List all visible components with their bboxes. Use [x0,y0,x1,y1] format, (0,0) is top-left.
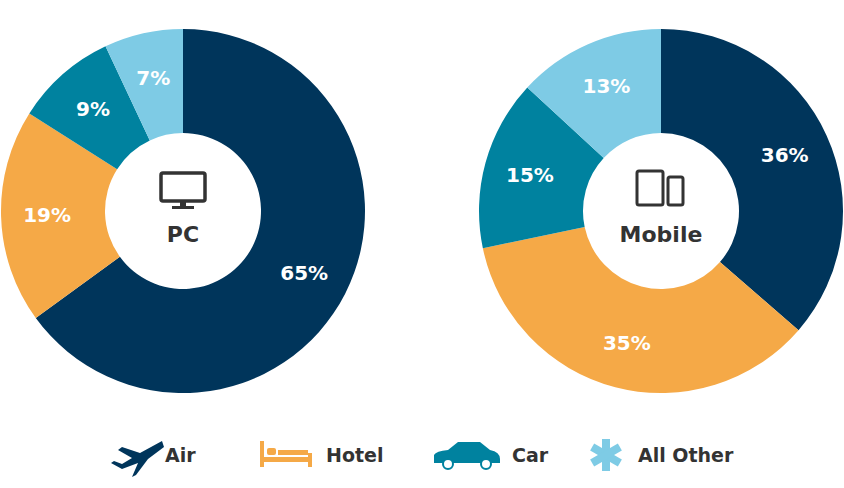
data-label: 15% [506,163,554,187]
legend-icon-asterisk [592,447,620,463]
donut-slice: All Other [527,29,661,158]
legend-icon-bed [267,448,276,455]
legend-item: Hotel [260,441,383,467]
donut-1: AirHotelCarAll Other [479,29,843,393]
donut-slice: Hotel [483,227,799,393]
legend-icon-bed [260,441,264,467]
chart-canvas: AirHotelCarAll Other65%19%9%7%PCAirHotel… [0,0,844,488]
data-label: 13% [583,74,631,98]
data-label: 19% [23,203,71,227]
legend-label: Hotel [326,444,383,466]
legend-icon-car [481,459,491,469]
data-label: 36% [761,143,809,167]
legend-icon-car [443,459,453,469]
donut-slice: All Other [106,29,183,140]
monitor-icon-stand [180,201,186,206]
phone-icon [668,177,683,205]
tablet-icon [637,171,663,205]
monitor-icon-base [172,206,194,209]
legend-icon-plane [111,441,164,477]
legend-label: Air [165,444,196,466]
legend-icon-asterisk [592,447,620,463]
legend-label: Car [512,444,549,466]
legend-item: All Other [592,439,734,471]
data-label: 65% [280,261,328,285]
legend-label: All Other [638,444,734,466]
legend-item: Car [434,442,549,469]
legend: Air Hotel Car All Other [111,439,734,477]
chart-title: PC [167,222,199,247]
legend-item: Air [111,441,196,477]
data-label: 35% [603,331,651,355]
monitor-icon [161,173,205,201]
data-label: 7% [136,66,170,90]
donut-0: AirHotelCarAll Other [1,29,365,393]
data-label: 9% [76,97,110,121]
legend-icon-bed [262,457,310,462]
legend-icon-bed [278,450,308,455]
chart-title: Mobile [620,222,703,247]
